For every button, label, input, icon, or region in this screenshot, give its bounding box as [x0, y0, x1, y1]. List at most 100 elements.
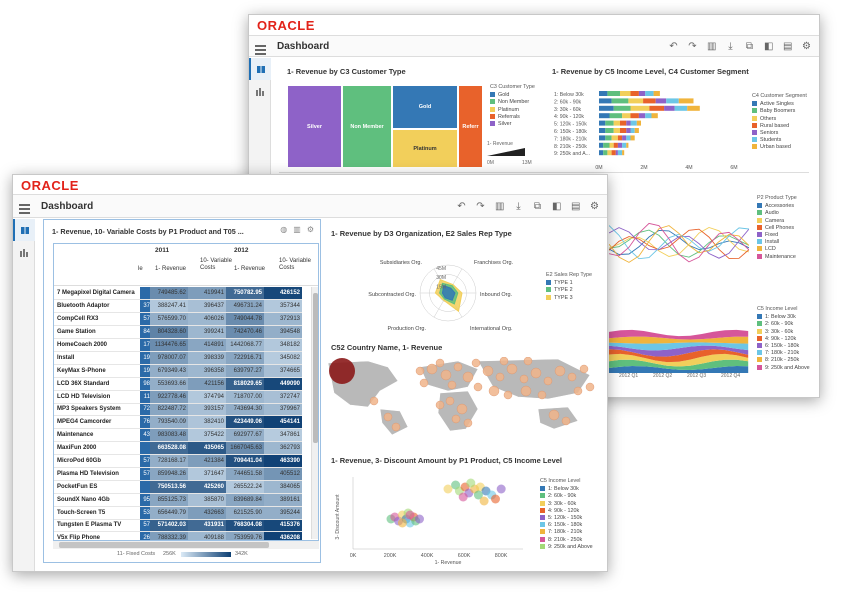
circle-icon[interactable]: ◍ — [280, 225, 288, 234]
legend-item[interactable]: 6: 150k - 180k — [757, 343, 810, 350]
filter-icon[interactable]: ⧉ — [533, 201, 542, 212]
table-row[interactable]: MP3 Speakers System 72 822487.72 393157 7436… — [54, 403, 302, 417]
table-row[interactable]: V5x Flip Phone 26 788332.39 409188 753959.76… — [54, 531, 302, 540]
legend-item[interactable]: 2: 60k - 90k — [757, 321, 810, 328]
legend-item[interactable]: TYPE 1 — [546, 280, 592, 287]
scrollbar-thumb[interactable] — [59, 542, 269, 548]
table-row[interactable]: 7 Megapixel Digital Camera 749485.62 41994… — [54, 287, 302, 301]
treemap-tile[interactable]: Silver — [287, 85, 342, 168]
book-icon[interactable] — [249, 58, 271, 80]
legend-item[interactable]: 6: 150k - 180k — [540, 522, 593, 529]
legend-item[interactable]: 3: 30k - 60k — [757, 328, 810, 336]
hamburger-menu-icon[interactable] — [255, 45, 266, 57]
legend-item[interactable]: 8: 210k - 250k — [757, 357, 810, 364]
redo-icon[interactable]: ↷ — [688, 41, 697, 52]
oracle-logo: ORACLE — [257, 18, 315, 33]
redo-icon[interactable]: ↷ — [476, 201, 485, 212]
export-icon[interactable]: ⤓ — [516, 201, 521, 212]
legend-item[interactable]: Rural based — [752, 122, 807, 130]
treemap-tile[interactable]: Referr — [458, 85, 483, 168]
bar-chart-icon[interactable] — [249, 80, 271, 102]
legend-item[interactable]: Camera — [757, 217, 797, 225]
table-row[interactable]: LCD HD Television 11 922778.46 374794 718707… — [54, 390, 302, 404]
legend-item[interactable]: 1: Below 30k — [757, 314, 810, 321]
legend-item[interactable]: 2: 60k - 90k — [540, 493, 593, 500]
chart-icon[interactable]: ▥ — [293, 225, 301, 234]
legend-item[interactable]: Accessories — [757, 203, 797, 210]
horizontal-scrollbar[interactable] — [53, 541, 319, 549]
chart-icon[interactable]: ▥ — [707, 41, 717, 52]
legend-item[interactable]: Students — [752, 137, 807, 144]
legend-item[interactable]: TYPE 2 — [546, 287, 592, 294]
legend-item[interactable]: 9: 250k and Above — [757, 364, 810, 372]
legend-item[interactable]: 7: 180k - 210k — [757, 350, 810, 357]
table-row[interactable]: Tungsten E Plasma TV 57 571402.03 431931 768… — [54, 519, 302, 533]
treemap-tile[interactable]: Non Member — [342, 85, 392, 168]
panel-icon[interactable]: ◧ — [764, 41, 774, 52]
legend-item[interactable]: LCD — [757, 246, 797, 253]
undo-icon[interactable]: ↶ — [457, 201, 466, 212]
cell: 372913 — [264, 312, 302, 327]
vertical-scrollbar[interactable] — [311, 287, 318, 539]
legend-item[interactable]: Silver — [490, 121, 535, 128]
gear-icon[interactable]: ⚙ — [590, 201, 599, 212]
legend-item[interactable]: Fixed — [757, 232, 797, 239]
document-icon[interactable]: ▤ — [783, 41, 793, 52]
table-row[interactable]: Install 19 978007.07 398339 722916.71 345082 — [54, 351, 302, 365]
filter-icon[interactable]: ⧉ — [745, 41, 754, 52]
legend-item[interactable]: Baby Boomers — [752, 108, 807, 115]
table-row[interactable]: PocketFun ES 750513.56 425260 265522.24 3840… — [54, 480, 302, 494]
legend-item[interactable]: Platinum — [490, 106, 535, 114]
document-icon[interactable]: ▤ — [571, 201, 581, 212]
table-row[interactable]: CompCell RX3 57 576599.70 406026 749044.78 37… — [54, 312, 302, 327]
table-row[interactable]: HomeCoach 2000 17 1134476.65 414891 1442068.… — [54, 338, 302, 352]
table-row[interactable]: LCD 36X Standard 98 553693.66 421156 818029.… — [54, 377, 302, 391]
legend-item[interactable]: 1: Below 30k — [540, 486, 593, 493]
export-icon[interactable]: ⤓ — [728, 41, 733, 52]
table-row[interactable]: MicroPod 60Gb 57 728168.17 421384 709441.04 4… — [54, 454, 302, 468]
table-row[interactable]: Maintenance 43 983083.48 375422 692977.67 347… — [54, 428, 302, 443]
table-row[interactable]: Plasma HD Television 57 859948.26 371647 744… — [54, 467, 302, 481]
legend-item[interactable]: Cell Phones — [757, 224, 797, 232]
table-row[interactable]: Touch-Screen T5 53 656449.79 432663 621525.9… — [54, 506, 302, 520]
legend-item[interactable]: 3: 30k - 60k — [540, 500, 593, 508]
table-row[interactable]: MPEG4 Camcorder 76 793540.09 382410 423449.0… — [54, 415, 302, 430]
map-bubble — [415, 366, 425, 376]
cell: 656449.79 — [150, 506, 188, 520]
legend-item[interactable]: Gold — [490, 92, 535, 99]
legend-item[interactable]: 4: 90k - 120k — [757, 335, 810, 343]
chart-icon[interactable]: ▥ — [495, 201, 505, 212]
legend-item[interactable]: 8: 210k - 250k — [540, 536, 593, 544]
legend-item[interactable]: Non Member — [490, 99, 535, 106]
legend-item[interactable]: Others — [752, 115, 807, 123]
legend-item[interactable]: Install — [757, 239, 797, 246]
row-label: Install — [54, 351, 140, 365]
legend-item[interactable]: Maintenance — [757, 253, 797, 261]
legend-item[interactable]: 5: 120k - 150k — [540, 515, 593, 522]
table-row[interactable]: SoundX Nano 4Gb 95 855125.73 385870 839689.8… — [54, 493, 302, 507]
legend-item[interactable]: 7: 180k - 210k — [540, 529, 593, 536]
gear-icon[interactable]: ⚙ — [306, 225, 314, 234]
hamburger-menu-icon[interactable] — [19, 204, 30, 216]
table-row[interactable]: Bluetooth Adaptor 37 388247.41 396437 496731… — [54, 299, 302, 314]
legend-item[interactable]: Active Singles — [752, 101, 807, 108]
bar-category-label: 2: 60k - 90k — [554, 99, 582, 105]
treemap-tile[interactable]: Gold — [392, 85, 458, 129]
gear-icon[interactable]: ⚙ — [802, 41, 811, 52]
scrollbar-thumb[interactable] — [313, 293, 318, 443]
table-row[interactable]: Game Station 84 804328.60 399241 742470.46 39… — [54, 325, 302, 340]
table-row[interactable]: MaxiFun 2000 663528.08 435065 1667045.63 362… — [54, 441, 302, 456]
book-icon[interactable] — [13, 219, 35, 241]
legend-item[interactable]: Urban based — [752, 144, 807, 151]
legend-item[interactable]: Audio — [757, 210, 797, 217]
table-row[interactable]: KeyMax S-Phone 19 679349.43 396358 639797.27… — [54, 364, 302, 378]
treemap-tile[interactable]: Platinum — [392, 129, 458, 168]
legend-item[interactable]: 4: 90k - 120k — [540, 507, 593, 515]
legend-item[interactable]: TYPE 3 — [546, 294, 592, 302]
panel-icon[interactable]: ◧ — [552, 201, 562, 212]
legend-item[interactable]: Referrals — [490, 113, 535, 121]
bar-chart-icon[interactable] — [13, 241, 35, 263]
legend-item[interactable]: Seniors — [752, 130, 807, 137]
undo-icon[interactable]: ↶ — [669, 41, 678, 52]
legend-item[interactable]: 9: 250k and Above — [540, 543, 593, 551]
